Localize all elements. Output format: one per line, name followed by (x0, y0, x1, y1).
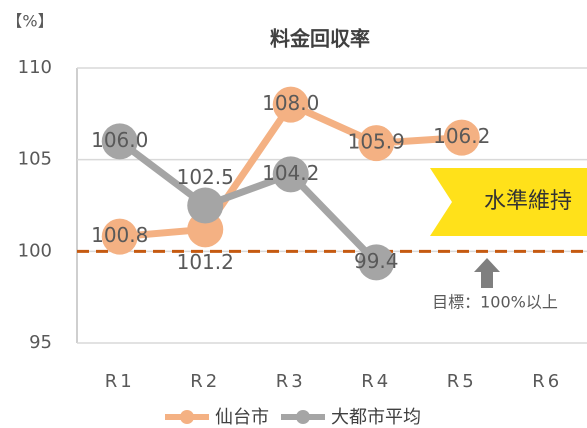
chart-title: 料金回収率 (270, 27, 370, 51)
data-label: 101.2 (177, 250, 234, 274)
target-annotation: 目標：100%以上 (432, 293, 558, 312)
y-tick-label: 95 (29, 332, 52, 353)
data-label: 100.8 (91, 223, 148, 247)
x-tick-label: R5 (447, 371, 477, 392)
y-unit: 【%】 (6, 12, 53, 31)
data-label: 99.4 (354, 249, 399, 273)
x-tick-label: R2 (190, 371, 220, 392)
data-label: 108.0 (262, 91, 319, 115)
x-tick-label: R6 (532, 371, 562, 392)
banner (430, 168, 587, 236)
data-label: 106.2 (433, 124, 490, 148)
legend-marker (180, 410, 194, 424)
x-tick-label: R4 (361, 371, 391, 392)
x-tick-label: R1 (105, 371, 135, 392)
point (443, 119, 480, 156)
point (101, 218, 138, 255)
point (187, 187, 224, 224)
y-tick-label: 110 (18, 57, 52, 78)
y-tick-label: 105 (18, 149, 52, 170)
point (358, 244, 395, 281)
point (101, 123, 138, 160)
point (272, 156, 309, 193)
data-label: 104.2 (262, 161, 319, 185)
data-label: 106.0 (91, 128, 148, 152)
data-label: 105.9 (348, 130, 405, 154)
legend-label: 仙台市 (215, 407, 269, 428)
banner-text: 水準維持 (484, 189, 572, 214)
series-line (117, 138, 379, 265)
legend-marker (296, 410, 310, 424)
y-tick-label: 100 (18, 240, 52, 261)
point (272, 86, 309, 123)
legend-label: 大都市平均 (331, 407, 421, 428)
data-label: 102.5 (177, 165, 234, 189)
target-arrow (474, 258, 500, 288)
x-tick-label: R3 (276, 371, 306, 392)
point (358, 125, 395, 162)
